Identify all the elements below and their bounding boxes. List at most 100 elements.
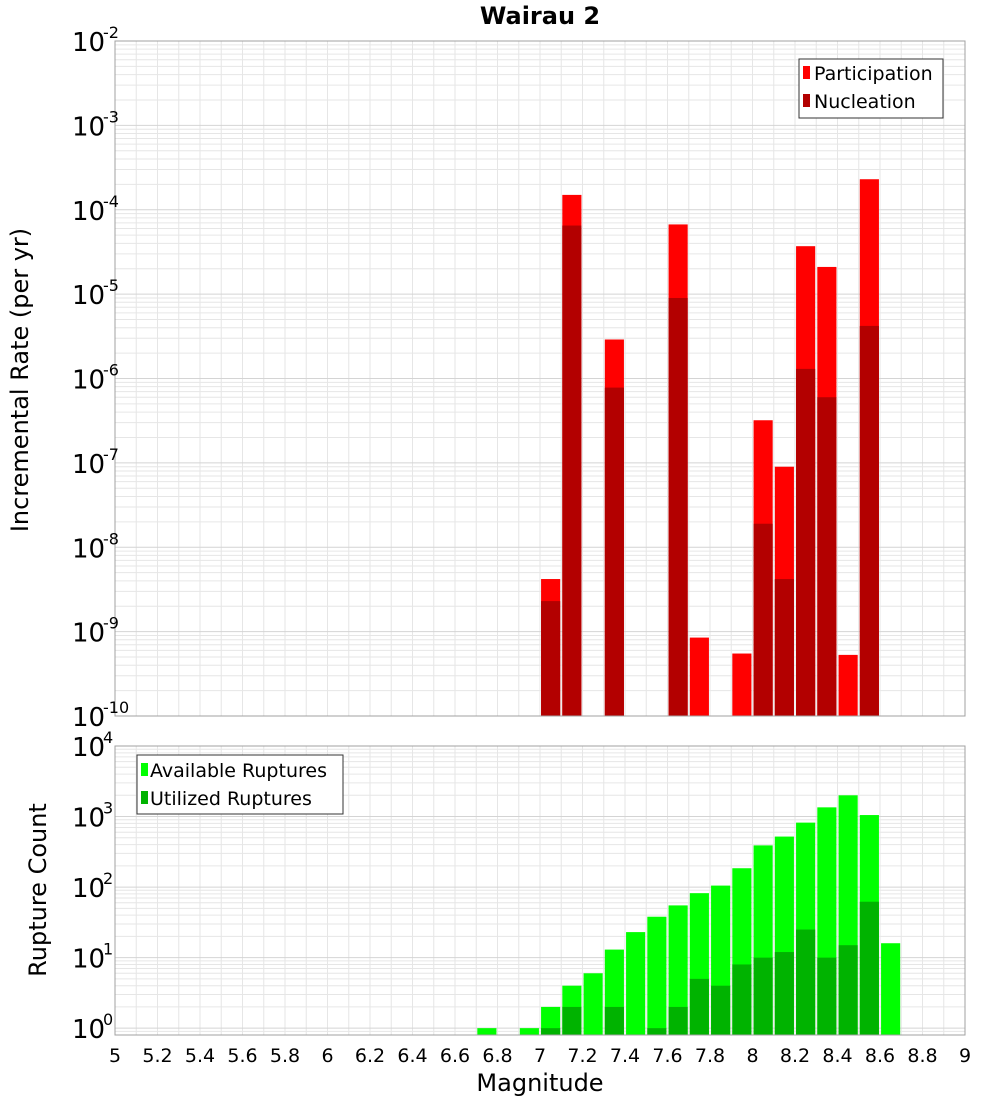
bottom-y-tick-label: 101 bbox=[72, 940, 113, 975]
bottom-bar-utilized-ruptures bbox=[859, 901, 879, 1035]
bottom-bar-utilized-ruptures bbox=[562, 1006, 582, 1035]
top-y-tick-label: 10-6 bbox=[72, 361, 119, 396]
bottom-bar-available-ruptures bbox=[477, 1028, 497, 1035]
bottom-bar-utilized-ruptures bbox=[838, 945, 858, 1035]
bottom-bar-available-ruptures bbox=[626, 932, 646, 1035]
x-tick-label: 5.8 bbox=[270, 1045, 300, 1067]
bottom-bar-available-ruptures bbox=[541, 1006, 561, 1035]
top-bar-nucleation bbox=[541, 601, 561, 716]
bottom-y-tick-exp: 0 bbox=[103, 1010, 113, 1029]
top-y-tick-exp: -8 bbox=[103, 529, 119, 548]
bottom-bar-utilized-ruptures bbox=[796, 929, 816, 1035]
x-tick-label: 6.8 bbox=[482, 1045, 512, 1067]
x-tick-label: 7 bbox=[534, 1045, 546, 1067]
bottom-y-axis-label: Rupture Count bbox=[24, 803, 52, 977]
top-bar-nucleation bbox=[753, 523, 773, 716]
bottom-legend-box bbox=[136, 754, 344, 815]
bottom-bar-utilized-ruptures bbox=[647, 1028, 667, 1035]
top-y-tick-base: 10 bbox=[72, 619, 105, 649]
top-bar-nucleation bbox=[859, 325, 879, 716]
top-y-tick-label: 10-8 bbox=[72, 529, 119, 564]
top-y-tick-exp: -4 bbox=[103, 192, 119, 211]
top-grid bbox=[114, 40, 966, 717]
top-y-tick-base: 10 bbox=[72, 534, 105, 564]
bottom-y-tick-base: 10 bbox=[72, 804, 105, 834]
top-y-tick-exp: -9 bbox=[103, 614, 119, 633]
top-bar-nucleation bbox=[774, 579, 794, 716]
top-bar-nucleation bbox=[604, 387, 624, 716]
top-y-tick-label: 10-10 bbox=[72, 698, 129, 733]
x-tick-label: 7.6 bbox=[652, 1045, 682, 1067]
top-y-tick-base: 10 bbox=[72, 450, 105, 480]
bottom-bar-utilized-ruptures bbox=[541, 1028, 561, 1035]
bottom-y-tick-label: 100 bbox=[72, 1010, 113, 1045]
bottom-y-tick-exp: 1 bbox=[103, 940, 113, 959]
bottom-y-tick-exp: 3 bbox=[103, 799, 113, 818]
top-y-tick-base: 10 bbox=[72, 112, 105, 142]
top-y-tick-base: 10 bbox=[72, 281, 105, 311]
bottom-y-tick-base: 10 bbox=[72, 733, 105, 763]
bottom-bar-utilized-ruptures bbox=[604, 1006, 624, 1035]
x-tick-label: 7.2 bbox=[567, 1045, 597, 1067]
x-tick-label: 8.6 bbox=[865, 1045, 895, 1067]
bottom-y-tick-label: 104 bbox=[72, 728, 113, 763]
bottom-bar-available-ruptures bbox=[647, 916, 667, 1035]
bottom-bar-utilized-ruptures bbox=[689, 978, 709, 1035]
top-y-tick-exp: -10 bbox=[103, 698, 129, 717]
x-tick-label: 5.2 bbox=[142, 1045, 172, 1067]
legend-swatch-participation bbox=[803, 66, 810, 79]
x-tick-label: 5.6 bbox=[227, 1045, 257, 1067]
top-bar-nucleation bbox=[562, 225, 582, 716]
bottom-bar-available-ruptures bbox=[881, 943, 901, 1035]
bottom-bar-available-ruptures bbox=[668, 905, 688, 1035]
top-y-tick-base: 10 bbox=[72, 366, 105, 396]
bottom-bars bbox=[477, 795, 901, 1035]
bottom-bar-utilized-ruptures bbox=[732, 964, 752, 1035]
top-y-tick-exp: -3 bbox=[103, 107, 119, 126]
legend-label-participation: Participation bbox=[814, 63, 933, 85]
x-tick-label: 8.4 bbox=[822, 1045, 852, 1067]
top-y-tick-base: 10 bbox=[72, 28, 105, 58]
bottom-plot-frame bbox=[114, 745, 966, 1036]
x-axis-label: Magnitude bbox=[476, 1069, 603, 1097]
bottom-y-tick-label: 102 bbox=[72, 869, 113, 904]
bottom-y-tick-base: 10 bbox=[72, 1015, 105, 1045]
x-tick-label: 8 bbox=[746, 1045, 758, 1067]
x-tick-label: 7.8 bbox=[695, 1045, 725, 1067]
top-y-tick-exp: -7 bbox=[103, 445, 119, 464]
x-tick-label: 9 bbox=[959, 1045, 971, 1067]
legend-swatch-nucleation bbox=[803, 94, 810, 107]
top-bars bbox=[541, 179, 879, 717]
top-y-tick-exp: -6 bbox=[103, 361, 119, 380]
bottom-bar-utilized-ruptures bbox=[711, 985, 731, 1035]
bottom-y-tick-exp: 2 bbox=[103, 869, 113, 888]
top-y-tick-base: 10 bbox=[72, 197, 105, 227]
legend-swatch-utilized bbox=[141, 791, 148, 804]
top-y-tick-label: 10-2 bbox=[72, 23, 119, 58]
bottom-legend: Available Ruptures Utilized Ruptures bbox=[136, 754, 344, 815]
x-tick-label: 7.4 bbox=[610, 1045, 640, 1067]
bottom-bar-utilized-ruptures bbox=[668, 1006, 688, 1035]
bottom-y-tick-base: 10 bbox=[72, 945, 105, 975]
top-y-tick-label: 10-9 bbox=[72, 614, 119, 649]
top-y-ticks: 10-210-310-410-510-610-710-810-910-10 bbox=[72, 23, 129, 733]
x-tick-label: 8.8 bbox=[907, 1045, 937, 1067]
top-legend: Participation Nucleation bbox=[798, 58, 944, 119]
top-y-tick-label: 10-4 bbox=[72, 192, 119, 227]
x-tick-label: 5.4 bbox=[185, 1045, 215, 1067]
bottom-y-tick-base: 10 bbox=[72, 874, 105, 904]
top-bar-participation bbox=[838, 654, 858, 716]
top-bar-nucleation bbox=[817, 397, 837, 716]
x-tick-label: 5 bbox=[109, 1045, 121, 1067]
bottom-y-tick-exp: 4 bbox=[103, 728, 113, 747]
bottom-bar-utilized-ruptures bbox=[753, 957, 773, 1035]
legend-swatch-available bbox=[141, 763, 148, 776]
top-bar-nucleation bbox=[796, 368, 816, 716]
legend-label-nucleation: Nucleation bbox=[814, 91, 916, 113]
top-y-tick-exp: -2 bbox=[103, 23, 119, 42]
top-y-axis-label: Incremental Rate (per yr) bbox=[6, 228, 34, 532]
x-tick-label: 6.2 bbox=[355, 1045, 385, 1067]
top-y-tick-base: 10 bbox=[72, 703, 105, 733]
